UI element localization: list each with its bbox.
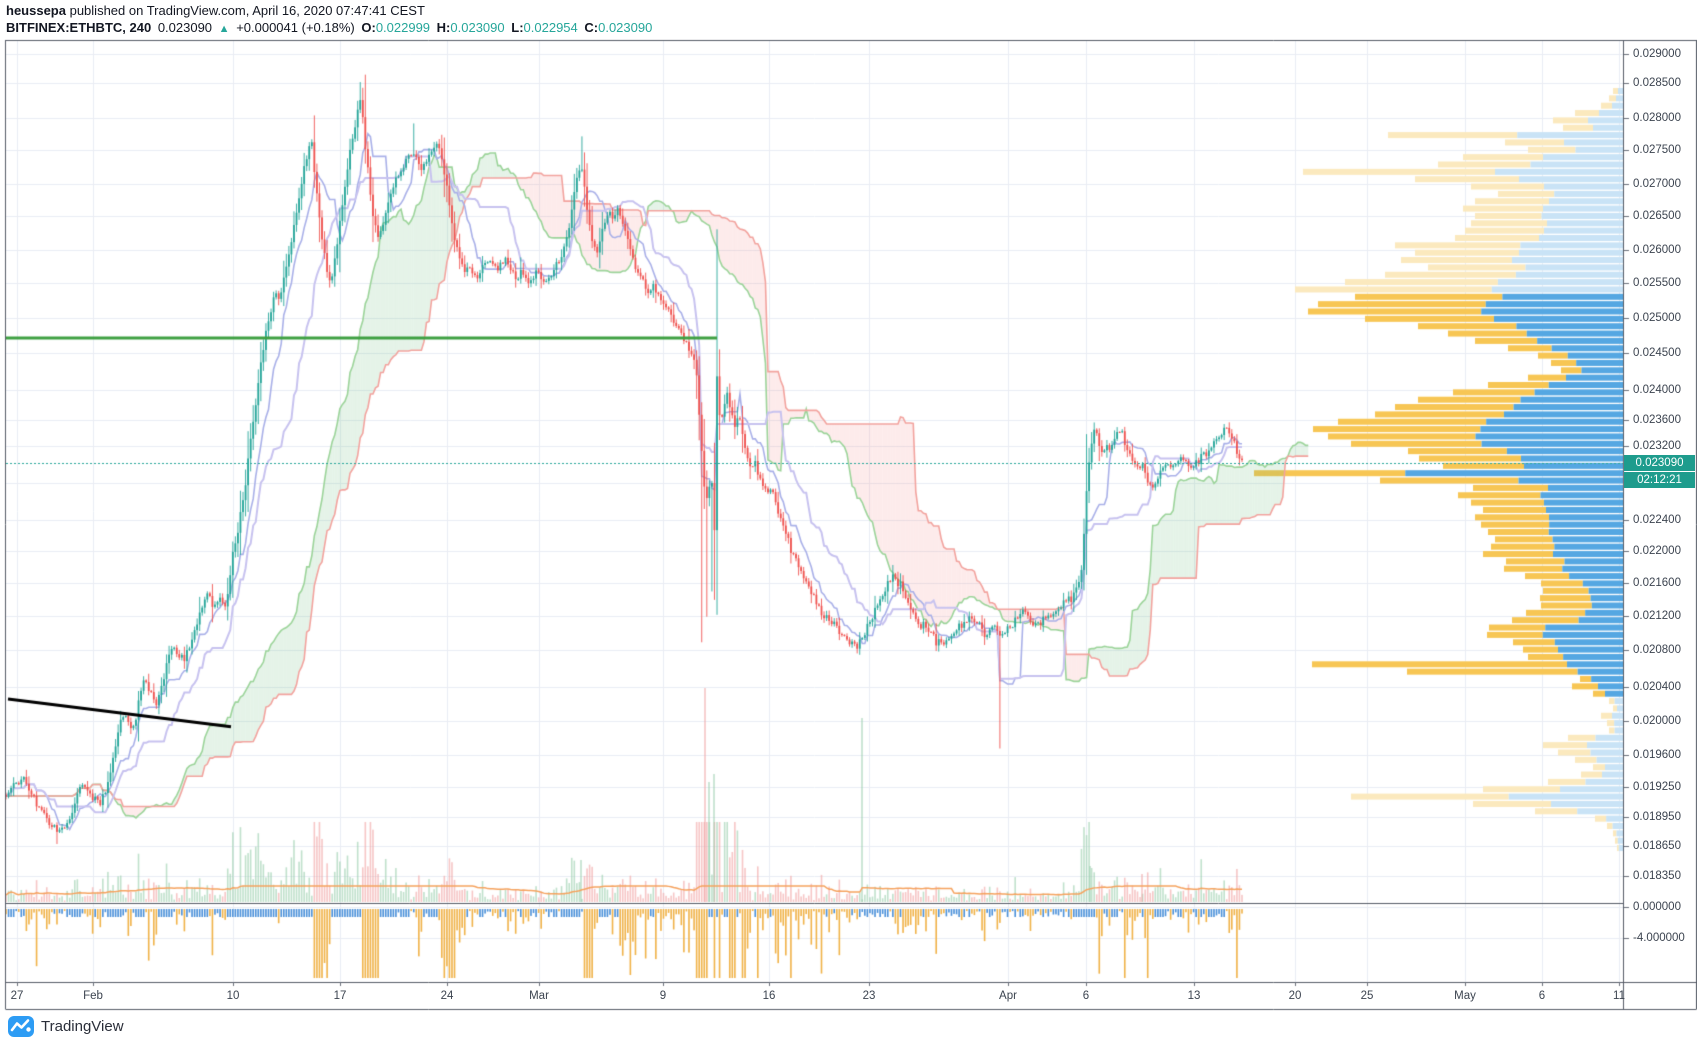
price-tick-label: 0.019600 <box>1633 749 1681 761</box>
price-tick-label: 0.020800 <box>1633 644 1681 656</box>
price-tick-label: 0.028000 <box>1633 112 1681 124</box>
tradingview-logo-icon <box>8 1016 34 1037</box>
high-value: 0.023090 <box>450 20 505 35</box>
open-label: O: <box>361 20 376 35</box>
tradingview-logo[interactable]: TradingView <box>8 1016 124 1037</box>
low-value: 0.022954 <box>523 20 578 35</box>
time-tick-label: May <box>1454 990 1476 1002</box>
time-tick-label: 10 <box>226 990 240 1002</box>
bar-countdown-label: 02:12:21 <box>1624 471 1695 488</box>
price-tick-label: 0.024500 <box>1633 347 1681 359</box>
time-tick-label: Mar <box>529 990 549 1002</box>
time-tick-label: 27 <box>10 990 24 1002</box>
time-tick-label: 9 <box>659 990 667 1002</box>
price-tick-label: 0.020000 <box>1633 715 1681 727</box>
open-value: 0.022999 <box>375 20 431 35</box>
time-tick-label: Apr <box>999 990 1017 1002</box>
last-price-label: 0.023090 <box>1624 455 1695 472</box>
price-tick-label: 0.023600 <box>1633 414 1681 426</box>
price-tick-label: 0.023200 <box>1633 440 1681 452</box>
price-tick-label: 0.018950 <box>1633 811 1681 823</box>
symbol-status-row: BITFINEX:ETHBTC, 240 0.023090 ▲ +0.00004… <box>6 19 655 38</box>
price-tick-label: 0.024000 <box>1633 384 1681 396</box>
price-tick-label: 0.018650 <box>1633 840 1681 852</box>
price-tick-label: 0.019250 <box>1633 781 1681 793</box>
time-tick-label: 11 <box>1613 990 1625 1002</box>
price-tick-label: 0.025500 <box>1633 277 1681 289</box>
time-tick-label: 16 <box>762 990 776 1002</box>
time-tick-label: 20 <box>1288 990 1302 1002</box>
price-tick-label: -4.000000 <box>1633 932 1685 944</box>
price-tick-label: 0.025000 <box>1633 312 1681 324</box>
published-text: published on TradingView.com, April 16, … <box>65 3 425 18</box>
price-tick-label: 0.021200 <box>1633 610 1681 622</box>
low-label: L: <box>511 20 524 35</box>
price-tick-label: 0.022000 <box>1633 545 1681 557</box>
price-tick-label: 0.018350 <box>1633 870 1681 882</box>
price-tick-label: 0.026500 <box>1633 210 1681 222</box>
symbol-interval: BITFINEX:ETHBTC, 240 <box>6 20 152 35</box>
price-tick-label: 0.027500 <box>1633 144 1681 156</box>
price-tick-label: 0.028500 <box>1633 77 1681 89</box>
price-change: +0.000041 (+0.18%) <box>236 20 355 35</box>
publish-byline: heussepa published on TradingView.com, A… <box>6 2 655 19</box>
up-arrow-icon: ▲ <box>218 23 230 35</box>
time-tick-label: 25 <box>1360 990 1374 1002</box>
time-tick-label: 17 <box>333 990 347 1002</box>
time-tick-label: 24 <box>440 990 454 1002</box>
price-tick-label: 0.020400 <box>1633 681 1681 693</box>
tradingview-logo-text: TradingView <box>41 1018 124 1035</box>
close-value: 0.023090 <box>598 20 653 35</box>
price-tick-label: 0.021600 <box>1633 577 1681 589</box>
time-tick-label: 6 <box>1538 990 1546 1002</box>
price-tick-label: 0.000000 <box>1633 901 1681 913</box>
price-tick-label: 0.027000 <box>1633 178 1681 190</box>
author-name: heussepa <box>6 3 66 18</box>
publish-header: heussepa published on TradingView.com, A… <box>6 2 655 38</box>
last-price-value: 0.023090 <box>157 20 213 35</box>
high-label: H: <box>436 20 451 35</box>
time-tick-label: 13 <box>1187 990 1201 1002</box>
price-tick-label: 0.022400 <box>1633 514 1681 526</box>
time-tick-label: 6 <box>1082 990 1090 1002</box>
time-tick-label: 23 <box>862 990 876 1002</box>
close-label: C: <box>584 20 599 35</box>
price-tick-label: 0.026000 <box>1633 244 1681 256</box>
price-tick-label: 0.029000 <box>1633 48 1681 60</box>
time-tick-label: Feb <box>83 990 103 1002</box>
